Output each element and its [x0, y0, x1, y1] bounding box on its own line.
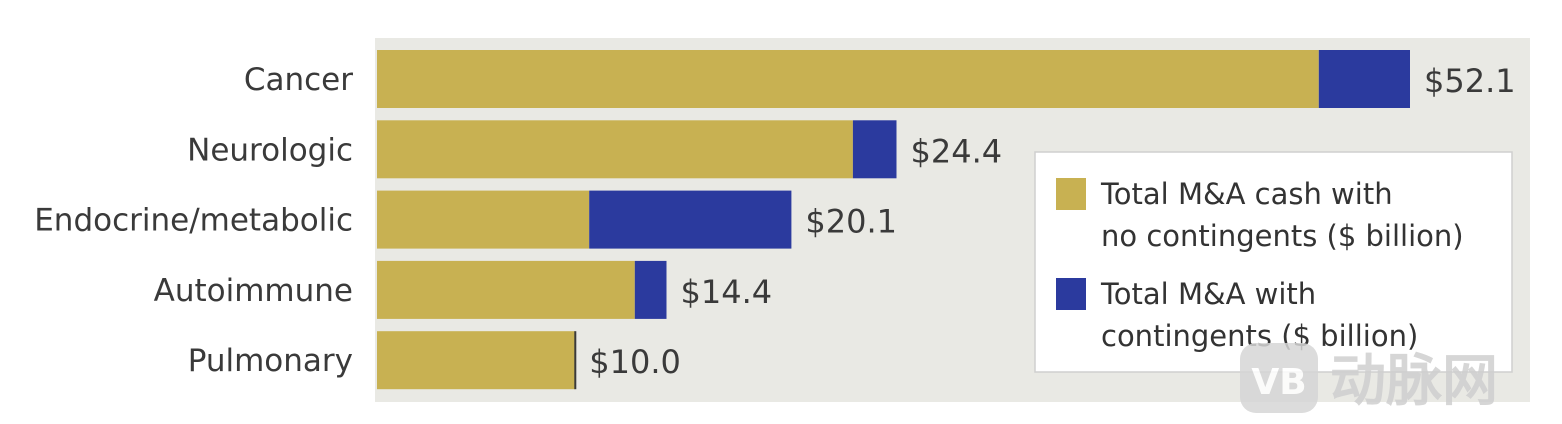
- value-label: $24.4: [911, 132, 1003, 170]
- bars-group: [377, 50, 1410, 390]
- legend-box: [1034, 151, 1513, 373]
- category-label: Pulmonary: [188, 343, 353, 379]
- bar-no-contingents: [377, 50, 1319, 108]
- watermark-logo-icon: [1240, 343, 1318, 413]
- bar-with-contingents: [852, 120, 897, 179]
- category-label: Autoimmune: [154, 273, 353, 309]
- category-label: Endocrine/metabolic: [34, 203, 353, 239]
- bar-no-contingents: [377, 190, 590, 249]
- legend-label-no-contingents-line1: Total M&A cash with: [1100, 177, 1393, 211]
- bar-no-contingents: [377, 260, 635, 319]
- value-label: $10.0: [589, 343, 681, 381]
- bar-with-contingents: [589, 190, 792, 249]
- value-labels: $52.1 $24.4 $20.1 $14.4$10.0: [589, 62, 1515, 381]
- watermark-text: 动脉网: [1330, 349, 1498, 414]
- bar-no-contingents: [377, 120, 853, 179]
- value-label: $14.4: [681, 273, 773, 311]
- legend: Total M&A cash with no contingents ($ bi…: [1034, 151, 1513, 373]
- legend-swatch-with-contingents: [1056, 278, 1086, 310]
- value-label: $20.1: [805, 203, 897, 241]
- legend-label-no-contingents-line2: no contingents ($ billion): [1101, 219, 1464, 253]
- category-label: Neurologic: [187, 132, 353, 168]
- watermark: VB 动脉网: [1240, 343, 1498, 414]
- legend-swatch-no-contingents: [1056, 178, 1086, 210]
- category-label: Cancer: [244, 62, 353, 98]
- bar-with-contingents: [634, 260, 667, 319]
- bar-with-contingents: [1318, 50, 1410, 108]
- value-label: $52.1: [1424, 62, 1516, 100]
- category-labels: Cancer Neurologic Endocrine/metabolic Autoi…: [34, 62, 353, 379]
- bar-no-contingents: [377, 331, 576, 390]
- legend-label-with-contingents-line1: Total M&A with: [1100, 277, 1316, 311]
- watermark-logo-text: VB: [1251, 362, 1306, 403]
